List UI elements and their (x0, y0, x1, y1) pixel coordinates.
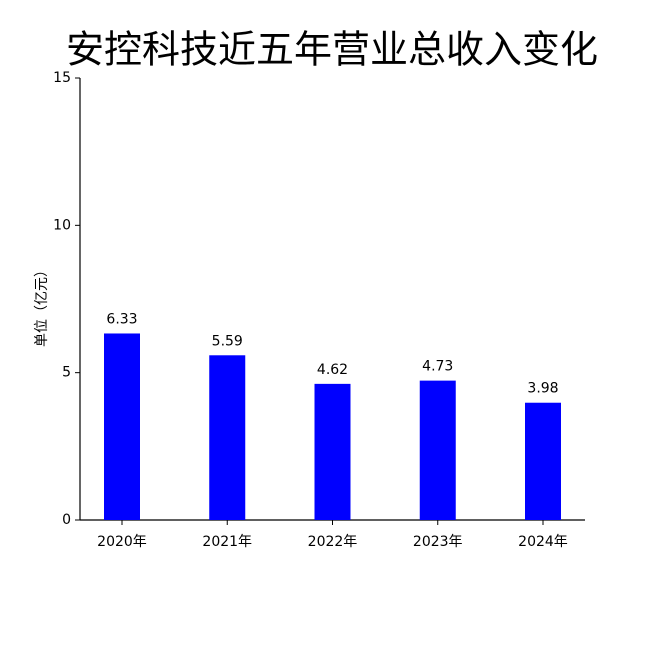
bar (104, 333, 140, 520)
value-label: 4.62 (317, 362, 348, 378)
x-tick-label: 2024年 (518, 534, 568, 550)
y-axis-label: 单位（亿元） (34, 263, 50, 347)
x-tick-label: 2022年 (308, 534, 358, 550)
y-tick-label: 10 (53, 217, 71, 233)
bar (314, 383, 351, 520)
value-label: 5.59 (212, 333, 243, 349)
value-label: 3.98 (527, 381, 558, 397)
y-tick-label: 15 (53, 70, 71, 86)
chart-title: 安控科技近五年营业总收入变化 (66, 28, 598, 72)
x-tick-label: 2020年 (97, 534, 147, 550)
y-tick-label: 0 (62, 512, 71, 528)
y-tick-label: 5 (62, 365, 71, 381)
bar (525, 402, 561, 520)
x-tick-label: 2021年 (202, 534, 252, 550)
bar (419, 380, 456, 520)
x-tick-label: 2023年 (413, 534, 463, 550)
bar (209, 355, 246, 520)
value-label: 4.73 (422, 359, 453, 375)
value-label: 6.33 (106, 311, 137, 327)
